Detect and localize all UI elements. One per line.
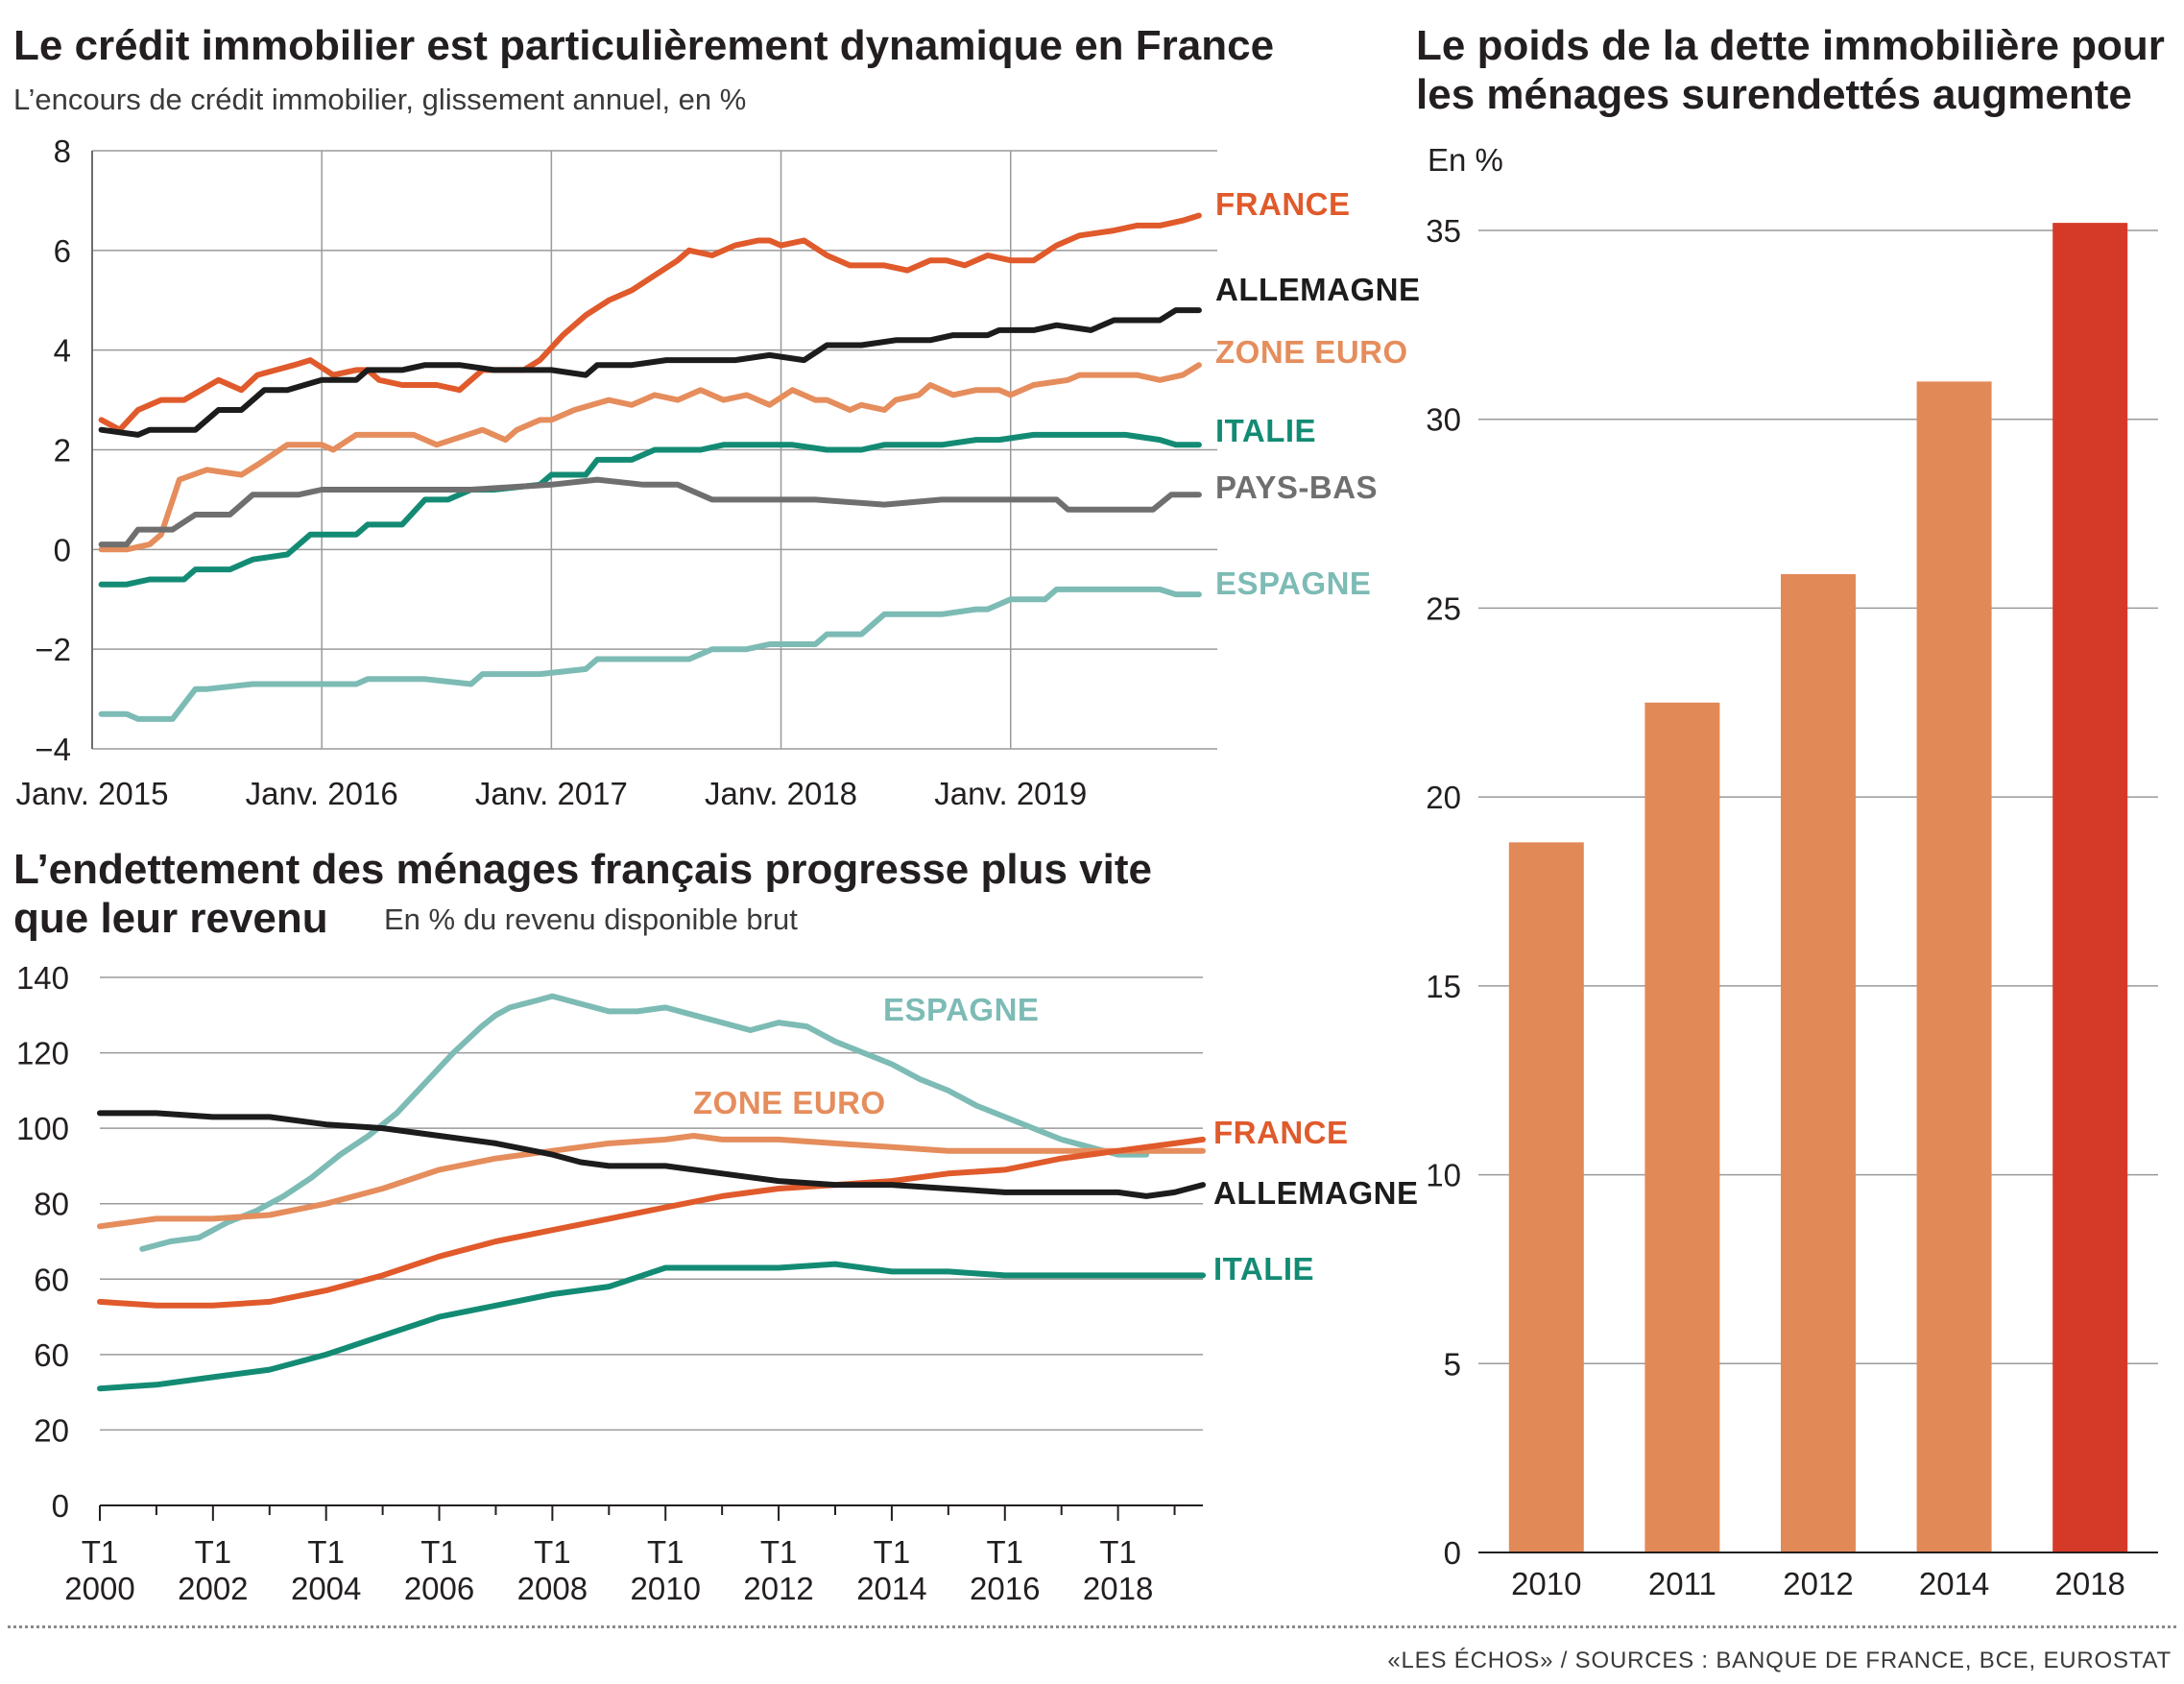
surendettes-y-tick: 0: [1444, 1535, 1461, 1571]
endettement-x-tick-top: T1: [420, 1534, 458, 1570]
chart2-title-line2: que leur revenu: [13, 895, 328, 942]
surendettes-x-tick: 2010: [1511, 1566, 1581, 1601]
surendettes-x-tick: 2014: [1919, 1566, 1989, 1601]
endettement-x-tick-top: T1: [647, 1534, 684, 1570]
credit-x-tick: Janv. 2018: [705, 776, 857, 811]
endettement-series-label: ITALIE: [1213, 1251, 1314, 1287]
surendettes-y-tick: 30: [1426, 402, 1461, 438]
endettement-y-tick: 140: [16, 960, 69, 996]
endettement-y-tick: 60: [34, 1337, 69, 1373]
credit-x-tick: Janv. 2015: [15, 776, 168, 811]
endettement-y-tick: 100: [16, 1111, 69, 1146]
surendettes-bar: [1916, 381, 1992, 1552]
surendettes-bar: [1644, 702, 1720, 1552]
chart3-title-line2: les ménages surendettés augmente: [1416, 71, 2132, 118]
endettement-x-tick-bottom: 2000: [64, 1571, 134, 1606]
endettement-x-tick-bottom: 2010: [631, 1571, 701, 1606]
endettement-series-label: ALLEMAGNE: [1213, 1175, 1419, 1211]
credit-series-espagne: [98, 586, 1202, 722]
credit-series-label: FRANCE: [1215, 186, 1351, 222]
endettement-x-tick-top: T1: [1099, 1534, 1137, 1570]
endettement-series-italie: [97, 1261, 1206, 1392]
credit-x-tick: Janv. 2019: [934, 776, 1087, 811]
surendettes-x-tick: 2012: [1783, 1566, 1853, 1601]
chart1-title: Le crédit immobilier est particulièremen…: [13, 22, 1275, 69]
credit-series-label: ITALIE: [1215, 413, 1316, 448]
surendettes-y-tick: 35: [1426, 213, 1461, 249]
credit-y-tick: 0: [54, 532, 71, 567]
endettement-x-tick-bottom: 2008: [517, 1571, 588, 1606]
endettement-y-tick: 20: [34, 1412, 69, 1448]
surendettes-bar: [2052, 223, 2128, 1552]
endettement-series-label: FRANCE: [1213, 1115, 1349, 1150]
endettement-x-tick-bottom: 2012: [743, 1571, 813, 1606]
credit-series-allemagne: [98, 307, 1202, 438]
endettement-x-tick-bottom: 2018: [1083, 1571, 1153, 1606]
credit-series-france: [98, 212, 1202, 433]
credit-y-tick: 8: [54, 133, 71, 169]
endettement-x-tick-top: T1: [307, 1534, 345, 1570]
credit-y-tick: −4: [35, 732, 71, 767]
credit-y-tick: 2: [54, 433, 71, 469]
chart2-subtitle: En % du revenu disponible brut: [384, 902, 798, 936]
surendettes-x-tick: 2011: [1648, 1566, 1716, 1601]
surendettes-bar: [1781, 574, 1856, 1552]
chart1-subtitle: L’encours de crédit immobilier, glisseme…: [13, 83, 747, 116]
endettement-x-tick-top: T1: [534, 1534, 571, 1570]
surendettes-chart: En % 35 30 25 20 15 10 5 0 2010 2011 2012 2014 2018: [1426, 142, 2158, 1601]
surendettes-bar: [1508, 842, 1584, 1552]
endettement-series-france: [97, 1136, 1206, 1309]
credit-series-italie: [98, 431, 1202, 588]
chart3-title-line1: Le poids de la dette immobilière pour: [1416, 22, 2165, 69]
endettement-x-tick-top: T1: [82, 1534, 119, 1570]
endettement-series-label: ESPAGNE: [883, 992, 1039, 1027]
footer-divider: [8, 1625, 2176, 1628]
surendettes-y-tick: 25: [1426, 590, 1461, 626]
endettement-y-tick: 120: [16, 1036, 69, 1071]
endettement-x-tick-top: T1: [874, 1534, 911, 1570]
endettement-y-tick: 60: [34, 1262, 69, 1297]
endettement-series-allemagne: [97, 1110, 1206, 1199]
surendettes-y-tick: 20: [1426, 780, 1461, 815]
credit-y-tick: 6: [54, 233, 71, 269]
endettement-x-tick-bottom: 2002: [178, 1571, 248, 1606]
credit-x-tick: Janv. 2017: [475, 776, 628, 811]
endettement-x-tick-top: T1: [195, 1534, 232, 1570]
endettement-y-tick: 80: [34, 1187, 69, 1222]
endettement-series-zone-euro: [97, 1133, 1206, 1230]
credit-series-label: ESPAGNE: [1215, 565, 1371, 601]
credit-series-pays-bas: [98, 476, 1202, 548]
endettement-series-espagne: [139, 993, 1150, 1252]
endettement-x-tick-bottom: 2004: [291, 1571, 361, 1606]
endettement-x-tick-top: T1: [760, 1534, 798, 1570]
endettement-chart: 140120100806060200T12000T12002T12004T120…: [16, 960, 1419, 1606]
surendettes-y-tick: 5: [1444, 1346, 1461, 1382]
surendettes-y-unit: En %: [1428, 142, 1503, 178]
surendettes-x-tick: 2018: [2054, 1566, 2124, 1601]
credit-series-label: PAYS-BAS: [1215, 469, 1378, 505]
credit-series-label: ALLEMAGNE: [1215, 272, 1421, 307]
credit-x-tick: Janv. 2016: [246, 776, 398, 811]
endettement-y-tick: 0: [52, 1488, 69, 1524]
credit-chart: 8 6 4 2 0 −2 −4 Janv. 2015 Janv. 2016 Janv. 2017 J…: [15, 133, 1420, 811]
chart2-title-line1: L’endettement des ménages français progr…: [13, 846, 1152, 893]
surendettes-y-tick: 15: [1426, 969, 1461, 1004]
credit-series-label: ZONE EURO: [1215, 334, 1408, 370]
endettement-series-label: ZONE EURO: [693, 1085, 886, 1120]
surendettes-y-tick: 10: [1426, 1158, 1461, 1193]
endettement-x-tick-bottom: 2014: [856, 1571, 926, 1606]
footer-source: «LES ÉCHOS» / SOURCES : BANQUE DE FRANCE…: [1387, 1648, 2172, 1673]
endettement-x-tick-top: T1: [987, 1534, 1024, 1570]
endettement-x-tick-bottom: 2016: [970, 1571, 1040, 1606]
credit-y-tick: 4: [54, 333, 71, 369]
credit-series-zone-euro: [98, 362, 1202, 553]
endettement-x-tick-bottom: 2006: [404, 1571, 474, 1606]
credit-y-tick: −2: [35, 632, 71, 667]
